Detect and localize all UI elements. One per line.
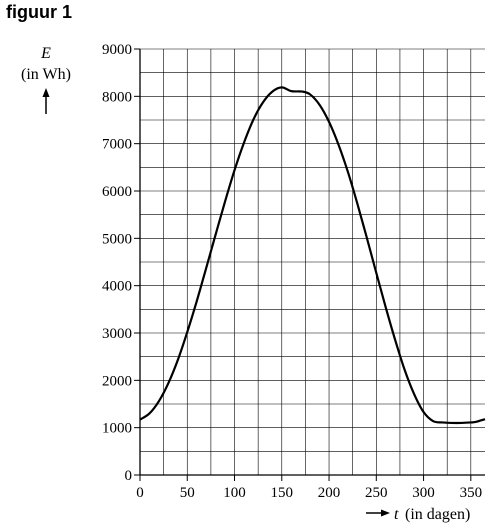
x-tick-label: 250 [365,485,388,501]
grid [140,48,485,475]
y-tick-label: 9000 [102,42,132,58]
x-axis-variable: t [394,506,399,523]
ticks: 0 1000 2000 3000 4000 5000 6000 7000 8000 9000 0 50… [102,42,482,501]
x-tick-label: 200 [318,485,341,501]
x-axis-arrow-icon [366,509,390,517]
x-tick-label: 300 [412,485,435,501]
y-tick-label: 8000 [102,89,132,105]
y-tick-label: 0 [125,468,133,484]
y-axis-variable: E [40,45,51,62]
y-tick-label: 1000 [102,421,132,437]
x-tick-label: 50 [180,485,195,501]
x-tick-label: 0 [136,485,144,501]
axes [139,49,485,476]
y-axis-arrow-icon [42,88,50,114]
energy-curve-line [139,86,486,425]
y-tick-label: 6000 [102,184,132,200]
y-tick-label: 3000 [102,326,132,342]
figure-title: figuur 1 [6,2,72,22]
y-tick-label: 5000 [102,231,132,247]
x-tick-label: 150 [271,485,294,501]
y-axis-unit: (in Wh) [21,66,71,83]
x-tick-label: 100 [223,485,246,501]
y-tick-label: 2000 [102,373,132,389]
y-tick-label: 4000 [102,279,132,295]
x-axis-unit: (in dagen) [405,506,470,523]
x-tick-label: 350 [460,485,483,501]
y-tick-label: 7000 [102,137,132,153]
